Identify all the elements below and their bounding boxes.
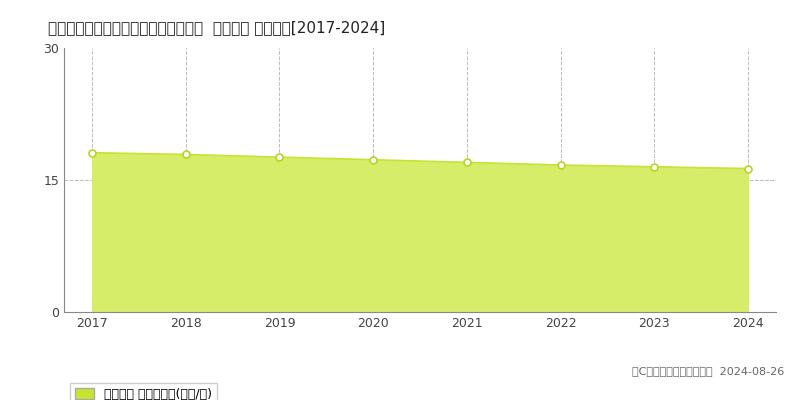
Text: （C）土地価格ドットコム  2024-08-26: （C）土地価格ドットコム 2024-08-26	[632, 366, 784, 376]
Text: 静岡県氺津市青野字横橋２４５番３外  地価公示 地価推移[2017-2024]: 静岡県氺津市青野字横橋２４５番３外 地価公示 地価推移[2017-2024]	[48, 20, 386, 35]
Legend: 地価公示 平均坤単価(万円/坤): 地価公示 平均坤単価(万円/坤)	[70, 383, 217, 400]
